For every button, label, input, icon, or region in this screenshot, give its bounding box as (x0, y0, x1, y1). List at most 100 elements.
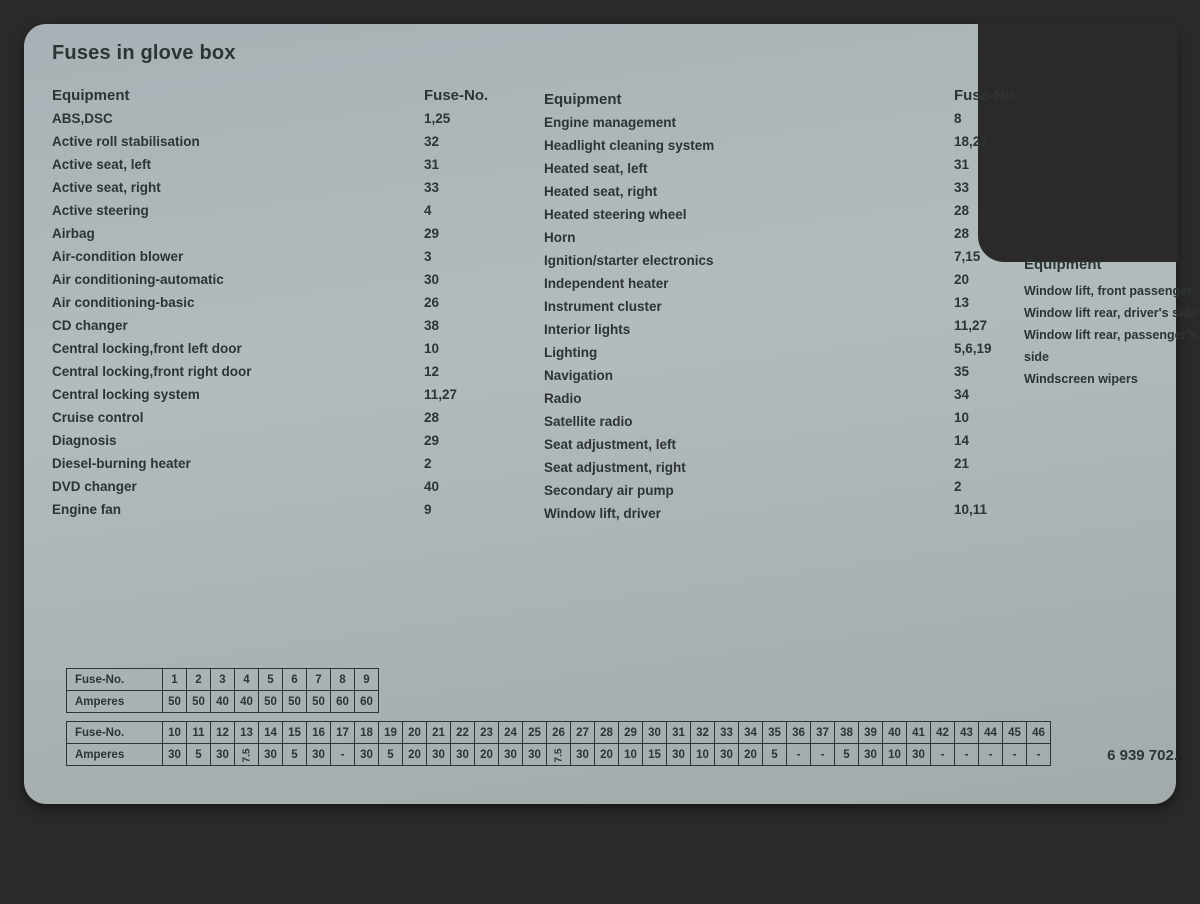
amp-cell: 50 (283, 691, 307, 713)
amp-cell: 25 (523, 722, 547, 744)
amp-cell: - (979, 744, 1003, 766)
amp-label-fuseno: Fuse-No. (67, 722, 163, 744)
amp-cell: 42 (931, 722, 955, 744)
amp-cell: 60 (355, 691, 379, 713)
amp-cell: 30 (355, 744, 379, 766)
amp-cell: - (331, 744, 355, 766)
amp-cell: 28 (595, 722, 619, 744)
list-item: Engine fan (52, 498, 352, 521)
amp-cell: 40 (235, 691, 259, 713)
amp-cell: 60 (331, 691, 355, 713)
amp-cell: 5 (379, 744, 403, 766)
list-item: 11,27 (424, 383, 514, 406)
amp-cell: 23 (475, 722, 499, 744)
amp-cell: 15 (643, 744, 667, 766)
list-item: 2 (424, 452, 514, 475)
amp-cell: 30 (451, 744, 475, 766)
list-item: 10 (954, 406, 1044, 429)
list-item: Seat adjustment, left (544, 433, 844, 456)
list-item: 30 (424, 268, 514, 291)
amp-cell: 30 (571, 744, 595, 766)
list-item: 2 (954, 475, 1044, 498)
list-item: Active steering (52, 199, 352, 222)
list-item: 9 (424, 498, 514, 521)
list-item: 1,25 (424, 107, 514, 130)
amp-cell: 43 (955, 722, 979, 744)
amp-cell: 35 (763, 722, 787, 744)
list-item: Engine management (544, 111, 844, 134)
amp-cell: 22 (451, 722, 475, 744)
list-item: Secondary air pump (544, 479, 844, 502)
amp-cell: 5 (283, 744, 307, 766)
amp-cell: 11 (187, 722, 211, 744)
amp-cell: 13 (235, 722, 259, 744)
amp-cell: 7 (307, 669, 331, 691)
amp-cell: 30 (643, 722, 667, 744)
amp-cell: 34 (739, 722, 763, 744)
amp-cell: 30 (907, 744, 931, 766)
list-item: 14 (954, 429, 1044, 452)
list-item: Diesel-burning heater (52, 452, 352, 475)
list-item: 28 (424, 406, 514, 429)
list-item: Heated steering wheel (544, 203, 844, 226)
amp-cell: 20 (403, 722, 427, 744)
amp-cell: 2 (187, 669, 211, 691)
amp-cell: 50 (163, 691, 187, 713)
amp-cell: 30 (211, 744, 235, 766)
list-item: Active roll stabilisation (52, 130, 352, 153)
list-item: Central locking,front right door (52, 360, 352, 383)
list-item: Window lift rear, driver's side (1024, 302, 1199, 324)
card-title: Fuses in glove box (52, 42, 236, 65)
list-item: Air conditioning-basic (52, 291, 352, 314)
amp-cell: 40 (211, 691, 235, 713)
list-item: 12 (424, 360, 514, 383)
list-item: 40 (424, 475, 514, 498)
amp-cell: - (811, 744, 835, 766)
list-item: Air conditioning-automatic (52, 268, 352, 291)
list-item: Heated seat, left (544, 157, 844, 180)
amp-cell: 10 (883, 744, 907, 766)
amp-cell: 8 (331, 669, 355, 691)
list-item: Lighting (544, 341, 844, 364)
list-item: Satellite radio (544, 410, 844, 433)
list-item: 26 (424, 291, 514, 314)
list-item: 32 (424, 130, 514, 153)
amp-cell: 18 (355, 722, 379, 744)
amp-cell: 37 (811, 722, 835, 744)
list-item: 21 (954, 452, 1044, 475)
amp-cell: 40 (883, 722, 907, 744)
amp-cell: 20 (403, 744, 427, 766)
amp-cell: 10 (691, 744, 715, 766)
list-item: 10 (424, 337, 514, 360)
amp-cell: 50 (187, 691, 211, 713)
list-item: Active seat, left (52, 153, 352, 176)
list-item: Window lift, front passenger (1024, 280, 1199, 302)
amp-cell: 38 (835, 722, 859, 744)
amp-cell: - (787, 744, 811, 766)
amp-table-top: Fuse-No.123456789Amperes5050404050505060… (66, 668, 379, 713)
amp-cell: 12 (211, 722, 235, 744)
list-item: 31 (954, 153, 1044, 176)
amp-cell: - (955, 744, 979, 766)
list-item: Seat adjustment, right (544, 456, 844, 479)
list-item: Active seat, right (52, 176, 352, 199)
amp-cell: 31 (667, 722, 691, 744)
list-item: Headlight cleaning system (544, 134, 844, 157)
amp-cell: 30 (427, 744, 451, 766)
amp-cell: 50 (259, 691, 283, 713)
amp-cell: - (931, 744, 955, 766)
amp-cell: 30 (259, 744, 283, 766)
list-item: Window lift, driver (544, 502, 844, 525)
amp-cell: 39 (859, 722, 883, 744)
amp-cell: 32 (691, 722, 715, 744)
list-item: Instrument cluster (544, 295, 844, 318)
list-item: 38 (424, 314, 514, 337)
list-item: CD changer (52, 314, 352, 337)
list-item: Cruise control (52, 406, 352, 429)
list-item: DVD changer (52, 475, 352, 498)
header-equipment-2: Equipment (544, 88, 844, 111)
col2-equipment: Equipment Engine managementHeadlight cle… (544, 88, 844, 525)
amp-cell: 7.5 (547, 744, 571, 766)
list-item: 29 (424, 429, 514, 452)
amp-cell: 21 (427, 722, 451, 744)
